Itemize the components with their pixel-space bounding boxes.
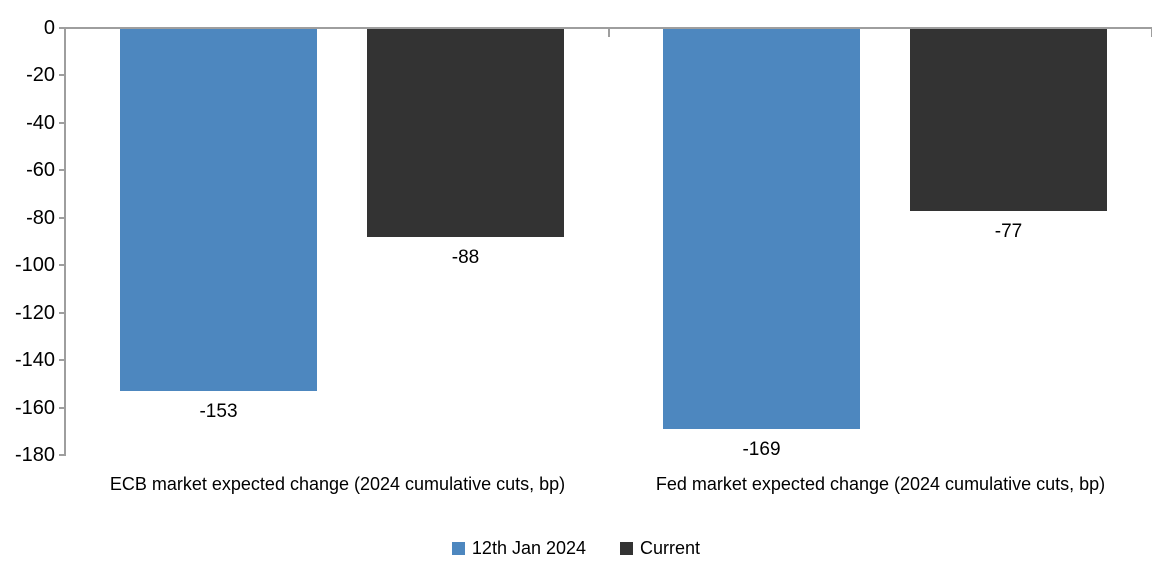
y-axis-tick-label: -20 [26,64,55,86]
bar-value-label: -169 [742,439,781,460]
legend-label: Current [640,538,701,558]
y-axis-tick [59,27,66,29]
bar-value-label: -153 [199,401,238,422]
y-axis-tick-label: 0 [43,17,55,39]
legend-swatch-icon [620,541,634,555]
y-axis-tick [59,359,66,361]
y-axis-tick-label: -140 [14,349,55,371]
legend-item: Current [620,538,700,558]
y-axis-tick [59,454,66,456]
y-axis-tick [59,217,66,219]
y-axis-line [64,28,66,455]
y-axis-tick-label: -120 [14,302,55,324]
bar [367,28,564,237]
bar [120,28,317,391]
y-axis-tick [59,169,66,171]
y-axis-tick [59,264,66,266]
legend-item: 12th Jan 2024 [451,538,587,558]
bar [663,28,860,429]
y-axis-tick-label: -180 [14,444,55,466]
category-label: ECB market expected change (2024 cumulat… [109,474,566,494]
y-axis-tick [59,407,66,409]
y-axis-tick [59,74,66,76]
y-axis-tick-label: -100 [14,254,55,276]
y-axis-tick [59,122,66,124]
category-label: Fed market expected change (2024 cumulat… [655,474,1106,494]
legend: 12th Jan 2024 Current [0,538,1152,558]
y-axis-tick-label: -60 [26,159,55,181]
legend-swatch-icon [451,541,465,555]
bar [910,28,1107,211]
x-axis-line [64,27,1152,29]
y-axis-tick-label: -40 [26,112,55,134]
bar-value-label: -88 [451,247,480,268]
category-tick [608,29,610,37]
bar-value-label: -77 [994,221,1023,242]
y-axis-tick-label: -80 [26,207,55,229]
y-axis-tick [59,312,66,314]
legend-label: 12th Jan 2024 [471,538,587,558]
y-axis-tick-label: -160 [14,397,55,419]
